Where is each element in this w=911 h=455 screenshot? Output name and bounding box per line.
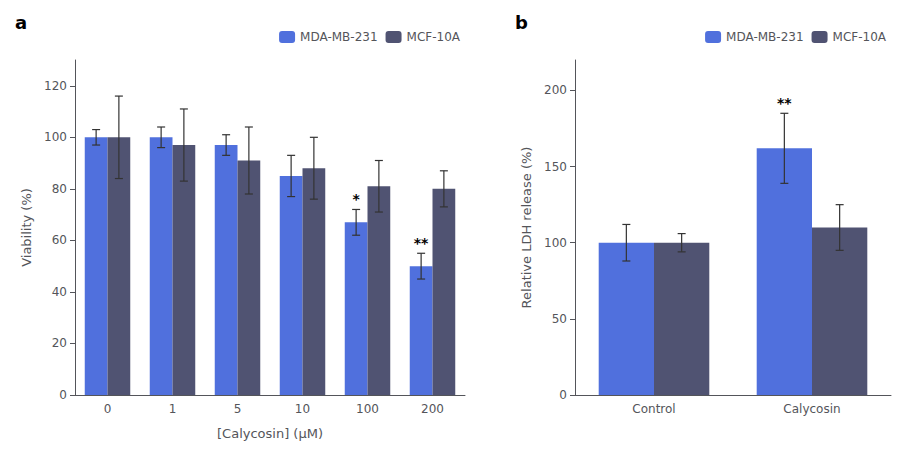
svg-text:Calycosin: Calycosin bbox=[783, 402, 840, 416]
svg-text:200: 200 bbox=[421, 402, 444, 416]
svg-text:5: 5 bbox=[234, 402, 242, 416]
svg-text:1: 1 bbox=[169, 402, 177, 416]
svg-text:*: * bbox=[352, 191, 360, 207]
svg-text:Control: Control bbox=[632, 402, 675, 416]
svg-text:**: ** bbox=[777, 95, 792, 111]
svg-text:20: 20 bbox=[52, 336, 67, 350]
svg-text:50: 50 bbox=[552, 312, 567, 326]
svg-text:MCF-10A: MCF-10A bbox=[407, 30, 461, 44]
svg-text:MDA-MB-231: MDA-MB-231 bbox=[726, 30, 803, 44]
svg-text:0: 0 bbox=[59, 388, 67, 402]
svg-text:60: 60 bbox=[52, 233, 67, 247]
svg-text:200: 200 bbox=[544, 83, 567, 97]
svg-text:a: a bbox=[15, 12, 27, 33]
svg-text:80: 80 bbox=[52, 182, 67, 196]
svg-text:100: 100 bbox=[544, 236, 567, 250]
svg-text:10: 10 bbox=[295, 402, 310, 416]
svg-text:[Calycosin] (μM): [Calycosin] (μM) bbox=[217, 426, 323, 441]
svg-text:MCF-10A: MCF-10A bbox=[833, 30, 887, 44]
svg-text:Relative LDH release (%): Relative LDH release (%) bbox=[519, 147, 534, 309]
svg-text:0: 0 bbox=[104, 402, 112, 416]
svg-text:Viability (%): Viability (%) bbox=[19, 188, 34, 267]
svg-text:100: 100 bbox=[44, 130, 67, 144]
svg-text:100: 100 bbox=[356, 402, 379, 416]
svg-text:b: b bbox=[515, 12, 528, 33]
svg-text:40: 40 bbox=[52, 285, 67, 299]
svg-text:120: 120 bbox=[44, 79, 67, 93]
svg-text:MDA-MB-231: MDA-MB-231 bbox=[300, 30, 377, 44]
svg-text:0: 0 bbox=[559, 388, 567, 402]
svg-text:150: 150 bbox=[544, 160, 567, 174]
svg-text:**: ** bbox=[414, 235, 429, 251]
